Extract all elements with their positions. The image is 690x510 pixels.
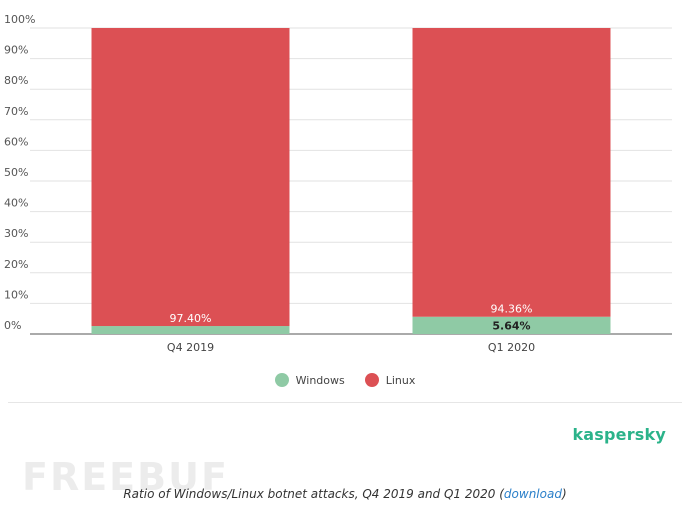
legend-item-windows[interactable]: Windows xyxy=(274,373,345,387)
x-category-label: Q1 2020 xyxy=(488,341,535,354)
data-label-linux: 97.40% xyxy=(170,312,212,325)
y-tick-label: 20% xyxy=(4,258,28,271)
y-tick-label: 90% xyxy=(4,44,28,57)
legend-swatch-windows xyxy=(274,373,289,387)
bar-windows-1[interactable] xyxy=(412,316,611,334)
y-tick-label: 70% xyxy=(4,105,28,118)
y-tick-label: 40% xyxy=(4,197,28,210)
data-label-linux: 94.36% xyxy=(491,303,533,316)
data-label-windows: 5.64% xyxy=(492,319,530,332)
caption-text-end: ) xyxy=(561,487,567,501)
caption-text: Ratio of Windows/Linux botnet attacks, Q… xyxy=(123,487,504,501)
bars: 97.40% 94.36% 5.64% xyxy=(91,28,611,334)
legend-swatch-linux xyxy=(364,373,379,387)
legend: Windows Linux xyxy=(0,373,690,387)
y-tick-label: 80% xyxy=(4,74,28,87)
x-category-label: Q4 2019 xyxy=(167,341,214,354)
y-tick-label: 30% xyxy=(4,227,28,240)
stacked-bar-chart: 0% 10% 20% 30% 40% 50% 60% 70% 80% 90% 100% 97.40%… xyxy=(4,13,672,354)
y-axis-ticks: 0% 10% 20% 30% 40% 50% 60% 70% 80% 90% 100% xyxy=(4,13,35,332)
freebuf-watermark: FREEBUF xyxy=(22,455,229,499)
bar-linux-1[interactable] xyxy=(412,28,611,317)
chart-caption: Ratio of Windows/Linux botnet attacks, Q… xyxy=(0,487,690,501)
y-tick-label: 100% xyxy=(4,13,35,26)
bar-windows-0[interactable] xyxy=(91,326,290,334)
download-link[interactable]: download xyxy=(503,487,562,501)
legend-label-windows: Windows xyxy=(295,373,345,387)
y-tick-label: 0% xyxy=(4,319,21,332)
x-axis-categories: Q4 2019 Q1 2020 xyxy=(167,341,535,354)
y-tick-label: 10% xyxy=(4,288,28,301)
bar-linux-0[interactable] xyxy=(91,28,290,327)
y-tick-label: 60% xyxy=(4,135,28,148)
legend-label-linux: Linux xyxy=(385,373,416,387)
y-tick-label: 50% xyxy=(4,166,28,179)
divider xyxy=(8,402,682,403)
kaspersky-logo: kaspersky xyxy=(572,425,666,444)
legend-item-linux[interactable]: Linux xyxy=(364,373,416,387)
